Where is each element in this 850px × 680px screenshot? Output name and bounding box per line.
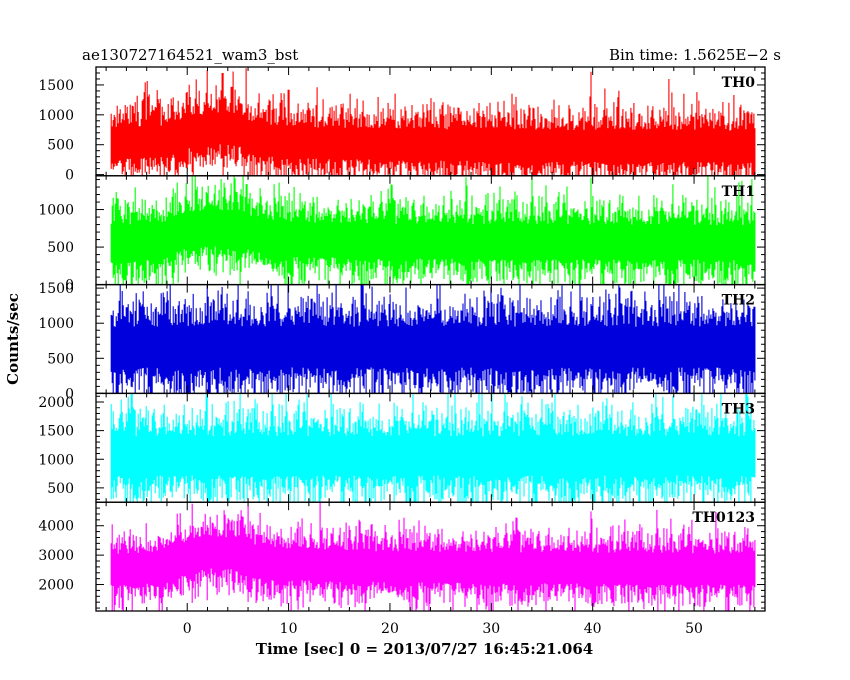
- panel-label: TH2: [722, 293, 755, 309]
- panel-th2: 0 500 1000 1500 TH2: [38, 281, 766, 402]
- y-tick-label: 1500: [38, 281, 74, 297]
- panel-label: TH0: [722, 75, 756, 91]
- chart-title-right: Bin time: 1.5625E−2 s: [609, 46, 781, 64]
- series-line-th1: [110, 175, 756, 285]
- panel-th0: 0 500 1000 1500 TH0: [38, 66, 766, 184]
- x-tick-label: 10: [280, 621, 298, 637]
- series-line-th0: [110, 68, 756, 176]
- y-tick-label: 1000: [38, 203, 74, 219]
- y-tick-label: 3000: [38, 548, 74, 564]
- y-tick-label: 0: [65, 168, 74, 184]
- panel-th0123: 2000 3000 4000 TH0123: [38, 501, 766, 612]
- x-tick-label: 40: [584, 621, 602, 637]
- y-tick-label: 500: [47, 351, 74, 367]
- y-tick-label: 0: [65, 386, 74, 402]
- y-tick-label: 1000: [38, 108, 74, 124]
- x-tick-label: 20: [381, 621, 399, 637]
- panel-label: TH1: [722, 184, 755, 200]
- y-tick-label: 1000: [38, 452, 74, 468]
- series-line-th0123: [110, 502, 756, 612]
- series-line-th3: [110, 393, 756, 503]
- y-tick-label: 1500: [38, 78, 74, 94]
- x-tick-label: 30: [482, 621, 500, 637]
- x-tick-label: 50: [685, 621, 703, 637]
- panel-label: TH3: [722, 401, 755, 417]
- y-tick-label: 1500: [38, 424, 74, 440]
- y-tick-label: 500: [47, 240, 74, 256]
- panel-label: TH0123: [692, 510, 755, 526]
- x-axis-label: Time [sec] 0 = 2013/07/27 16:45:21.064: [256, 640, 593, 658]
- chart-title-left: ae130727164521_wam3_bst: [82, 46, 298, 64]
- y-tick-label: 2000: [38, 578, 74, 594]
- y-tick-label: 1000: [38, 316, 74, 332]
- y-axis-label: Counts/sec: [4, 293, 22, 385]
- y-tick-label: 0: [65, 278, 74, 294]
- panel-th1: 0 500 1000 TH1: [38, 175, 766, 294]
- y-tick-label: 4000: [38, 519, 74, 535]
- x-tick-label: 0: [183, 621, 192, 637]
- y-tick-label: 500: [47, 481, 74, 497]
- y-tick-label: 2000: [38, 395, 74, 411]
- series-line-th2: [110, 284, 756, 394]
- y-tick-label: 500: [47, 138, 74, 154]
